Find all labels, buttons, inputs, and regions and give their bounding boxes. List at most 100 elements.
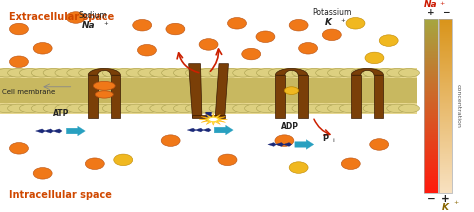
Bar [439, 165, 452, 166]
Circle shape [304, 104, 325, 113]
Bar [424, 157, 438, 158]
Circle shape [256, 104, 277, 113]
Bar [424, 120, 438, 121]
Bar [424, 159, 438, 160]
Text: +: + [441, 194, 450, 204]
Bar [424, 189, 438, 190]
Bar [439, 21, 452, 22]
Bar [439, 142, 452, 143]
Circle shape [91, 104, 111, 113]
Bar [439, 28, 452, 29]
Circle shape [209, 104, 230, 113]
Bar [424, 80, 438, 81]
Text: Na: Na [424, 0, 438, 9]
Circle shape [268, 104, 289, 113]
Bar [439, 189, 452, 190]
Bar [424, 132, 438, 133]
Circle shape [233, 104, 254, 113]
Bar [439, 112, 452, 113]
Bar [424, 187, 438, 188]
Bar [439, 148, 452, 149]
Polygon shape [44, 129, 54, 133]
Bar [439, 20, 452, 21]
Bar [424, 38, 438, 39]
Circle shape [209, 117, 218, 121]
Circle shape [162, 104, 182, 113]
Bar [439, 131, 452, 132]
Ellipse shape [66, 12, 85, 23]
Bar [439, 63, 452, 64]
Bar [424, 44, 438, 45]
Text: −: − [442, 8, 449, 17]
Bar [424, 191, 438, 192]
Ellipse shape [289, 20, 308, 31]
Bar [439, 141, 452, 142]
Bar [424, 151, 438, 152]
Bar [275, 75, 285, 117]
Bar [439, 94, 452, 95]
Bar [439, 48, 452, 49]
Bar [439, 179, 452, 180]
Bar [439, 49, 452, 50]
Bar [424, 174, 438, 175]
Bar [424, 166, 438, 167]
Bar [424, 155, 438, 156]
Circle shape [150, 69, 171, 77]
Bar [439, 78, 452, 79]
Bar [424, 36, 438, 37]
Bar [424, 124, 438, 125]
Bar [439, 81, 452, 82]
Bar [439, 96, 452, 97]
Ellipse shape [346, 18, 365, 29]
Bar [424, 144, 438, 145]
Polygon shape [187, 128, 196, 132]
Bar [424, 190, 438, 191]
Bar [439, 162, 452, 163]
Bar [424, 165, 438, 166]
Bar [424, 54, 438, 55]
Bar [439, 187, 452, 188]
Bar [424, 84, 438, 85]
Bar [439, 151, 452, 152]
Bar [439, 34, 452, 35]
Bar [439, 66, 452, 67]
Circle shape [375, 104, 396, 113]
Bar [424, 59, 438, 60]
Polygon shape [275, 142, 284, 146]
Bar [439, 191, 452, 192]
Bar [439, 45, 452, 46]
Bar [424, 127, 438, 128]
Bar [424, 129, 438, 130]
Bar [424, 106, 438, 107]
Ellipse shape [275, 135, 294, 146]
Polygon shape [36, 129, 45, 133]
Polygon shape [295, 140, 314, 149]
Circle shape [363, 104, 384, 113]
Circle shape [67, 104, 88, 113]
Ellipse shape [242, 48, 261, 60]
Bar [424, 117, 438, 118]
Bar [424, 43, 438, 44]
Text: Na: Na [82, 21, 95, 30]
Bar [424, 175, 438, 176]
Bar [424, 134, 438, 135]
Text: Intracellular space: Intracellular space [9, 190, 112, 200]
Text: +: + [453, 200, 458, 205]
Bar [424, 47, 438, 48]
Bar [424, 94, 438, 95]
Bar [439, 50, 452, 51]
Bar [439, 51, 452, 52]
Bar [424, 180, 438, 181]
Bar [439, 133, 452, 134]
Circle shape [31, 69, 52, 77]
Bar [424, 91, 438, 92]
Bar [439, 190, 452, 191]
Polygon shape [199, 114, 228, 125]
Bar [439, 56, 452, 57]
Bar [424, 53, 438, 54]
Bar [439, 100, 452, 101]
Bar [439, 87, 452, 88]
Bar [424, 118, 438, 119]
Bar [424, 171, 438, 172]
Bar [439, 104, 452, 105]
